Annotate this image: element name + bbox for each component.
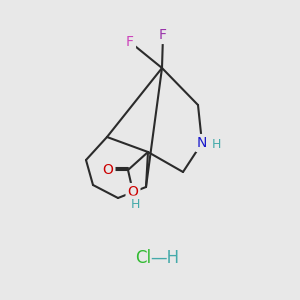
Text: O: O	[128, 185, 138, 199]
Text: O: O	[103, 163, 113, 177]
Text: F: F	[159, 28, 167, 42]
Text: F: F	[126, 35, 134, 49]
Text: H: H	[130, 197, 140, 211]
Text: Cl: Cl	[135, 249, 151, 267]
Text: N: N	[197, 136, 207, 150]
Text: —H: —H	[150, 249, 180, 267]
Text: H: H	[211, 139, 221, 152]
